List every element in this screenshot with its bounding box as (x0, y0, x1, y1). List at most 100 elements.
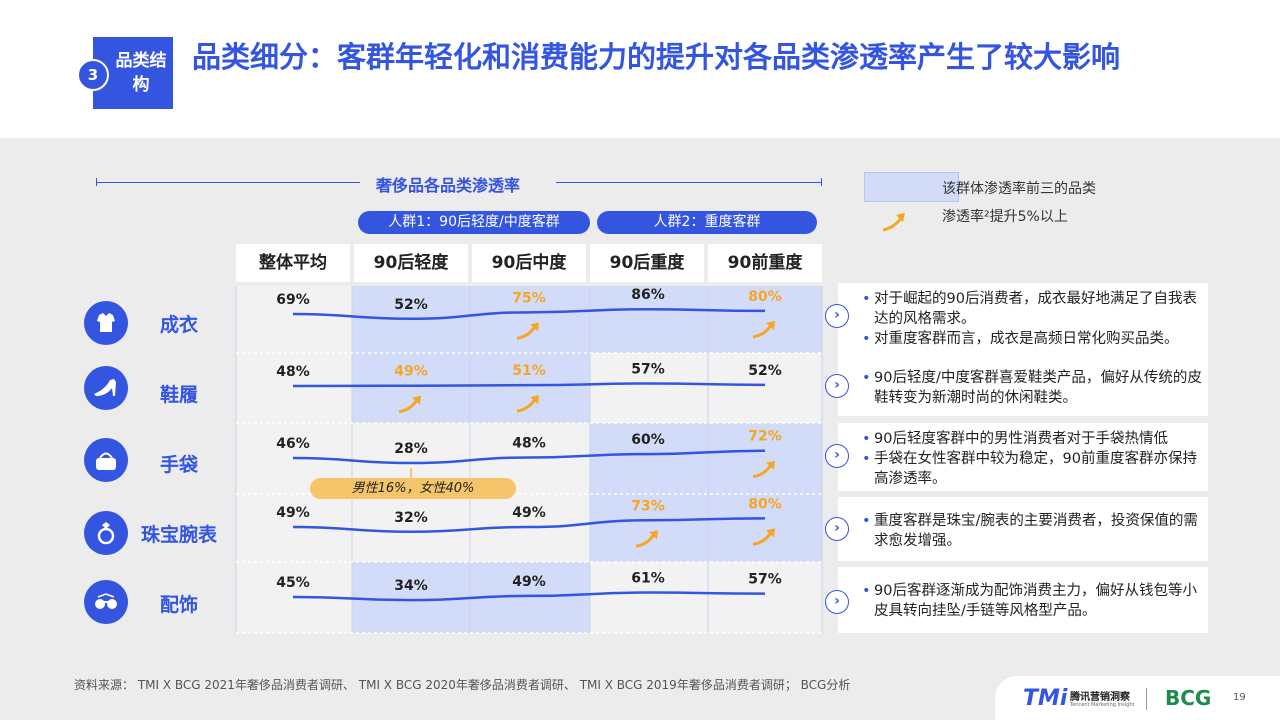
data-label: 57% (631, 361, 665, 377)
series-line-0 (292, 307, 766, 321)
chevron-right-icon: › (825, 374, 849, 398)
top3-highlight-cell (708, 286, 822, 353)
rise-arrow-head (530, 395, 539, 405)
data-label: 48% (276, 364, 310, 380)
group-label-2: 人群2：重度客群 (597, 211, 817, 234)
top3-highlight-cell (708, 494, 822, 562)
column-header-2: 90后中度 (472, 244, 586, 282)
chevron-right-icon: › (825, 517, 849, 541)
data-label: 49% (394, 364, 428, 380)
chevron-right-icon: › (825, 444, 849, 468)
data-label: 28% (394, 441, 428, 457)
note-accessories-line-1: 90后客群逐渐成为配饰消费主力，偏好从钱包等小皮具转向挂坠/手链等风格型产品。 (874, 583, 1197, 619)
note-accessories: • 90后客群逐渐成为配饰消费主力，偏好从钱包等小皮具转向挂坠/手链等风格型产品。 (838, 567, 1208, 633)
tmi-subtitle: Tencent Marketing Insight (1070, 702, 1135, 708)
category-label-jewelry: 珠宝腕表 (140, 524, 217, 546)
data-label: 51% (512, 363, 546, 379)
rise-arrow-icon (752, 531, 773, 546)
page-title: 品类细分：客群年轻化和消费能力的提升对各品类渗透率产生了较大影响 (192, 40, 1121, 74)
header: 品类结构 3 品类细分：客群年轻化和消费能力的提升对各品类渗透率产生了较大影响 (0, 0, 1280, 138)
section-label: 品类结构 (115, 51, 167, 95)
rise-arrow-icon (398, 398, 419, 414)
chevron-right-icon: › (825, 590, 849, 614)
note-clothing: • 对于崛起的90后消费者，成衣最好地满足了自我表达的风格需求。 • 对重度客群而言… (838, 283, 1208, 355)
note-shoes-line-1: 90后轻度/中度客群喜爱鞋类产品，偏好从传统的皮鞋转变为新潮时尚的休闲鞋类。 (874, 370, 1202, 406)
data-label: 80% (748, 496, 782, 512)
rise-arrow-head (530, 322, 539, 332)
data-label: 32% (394, 510, 428, 526)
group-label-1: 人群1：90后轻度/中度客群 (358, 211, 590, 234)
shoe-icon (84, 366, 128, 410)
column-header-3: 90后重度 (590, 244, 704, 282)
rise-arrow-head (649, 530, 658, 540)
data-label: 73% (631, 498, 665, 514)
note-handbag: • 90后轻度客群中的男性消费者对于手袋热情低 • 手袋在女性客群中较为稳定，90前… (838, 423, 1208, 491)
data-label: 86% (631, 287, 665, 303)
legend-arrow-label: 渗透率²提升5%以上 (942, 209, 1068, 225)
rise-arrow-head (412, 395, 421, 405)
logo-separator (1146, 688, 1147, 710)
column-header-1: 90后轻度 (354, 244, 468, 282)
chart-title-tick-right (821, 178, 822, 186)
note-clothing-line-1: 对于崛起的90后消费者，成衣最好地满足了自我表达的风格需求。 (874, 291, 1197, 327)
rise-arrow-icon (516, 398, 537, 413)
data-label: 49% (512, 505, 546, 521)
handbag-icon (84, 438, 128, 482)
section-badge: 品类结构 3 (77, 37, 173, 109)
note-jewelry-line-1: 重度客群是珠宝/腕表的主要消费者，投资保值的需求愈发增强。 (874, 513, 1198, 549)
rise-arrow-icon (752, 463, 773, 479)
top3-highlight-cell (590, 494, 708, 562)
source-note: 资料来源： TMI X BCG 2021年奢侈品消费者调研、 TMI X BCG… (74, 678, 851, 692)
top3-highlight-cell (352, 562, 470, 633)
note-handbag-line-1: 90后轻度客群中的男性消费者对于手袋热情低 (874, 431, 1168, 447)
series-line-2 (292, 449, 766, 465)
data-label: 34% (394, 578, 428, 594)
top3-highlight-cell (590, 423, 708, 494)
note-shoes: • 90后轻度/中度客群喜爱鞋类产品，偏好从传统的皮鞋转变为新潮时尚的休闲鞋类。 (838, 354, 1208, 416)
series-line-4 (292, 591, 766, 602)
legend-top3-swatch (864, 172, 959, 202)
chart-title-rule-right (556, 182, 822, 183)
gender-annotation: 男性16%，女性40% (310, 478, 516, 499)
category-label-accessories: 配饰 (159, 594, 198, 616)
rise-arrow-head (766, 460, 775, 470)
legend-top3-label: 该群体渗透率前三的品类 (942, 181, 1096, 197)
data-label: 49% (512, 574, 546, 590)
page-number: 19 (1233, 692, 1246, 703)
rise-arrow-head (766, 528, 775, 538)
tmi-logo: TMi (1023, 686, 1068, 711)
rise-arrow-icon (635, 533, 656, 548)
data-label: 60% (631, 432, 665, 448)
note-handbag-line-2: 手袋在女性客群中较为稳定，90前重度客群亦保持高渗透率。 (874, 451, 1197, 487)
category-label-clothing: 成衣 (159, 314, 198, 336)
sunglasses-icon (84, 580, 128, 624)
note-jewelry: • 重度客群是珠宝/腕表的主要消费者，投资保值的需求愈发增强。 (838, 497, 1208, 561)
top3-highlight-cell (590, 286, 708, 353)
top3-highlight-cell (352, 353, 470, 423)
data-label: 57% (748, 572, 782, 588)
data-label: 48% (512, 435, 546, 451)
data-label: 75% (512, 290, 546, 306)
rise-arrow-head (766, 320, 775, 330)
data-label: 80% (748, 289, 782, 305)
top3-highlight-cell (470, 286, 590, 353)
column-header-0: 整体平均 (236, 244, 350, 282)
bcg-logo: BCG (1165, 686, 1212, 710)
tmi-name: 腾讯营销洞察 (1070, 692, 1130, 703)
chevron-right-icon: › (825, 304, 849, 328)
top3-highlight-cell (708, 423, 822, 494)
data-label: 45% (276, 575, 310, 591)
rise-arrow-icon (752, 324, 773, 339)
series-line-1 (292, 382, 766, 388)
ring-icon (84, 511, 128, 555)
column-header-4: 90前重度 (708, 244, 822, 282)
chart-title: 奢侈品各品类渗透率 (376, 176, 521, 195)
data-label: 52% (748, 363, 782, 379)
note-clothing-line-2: 对重度客群而言，成衣是高频日常化购买品类。 (874, 331, 1179, 347)
footer-logos: TMi 腾讯营销洞察 Tencent Marketing Insight BCG… (995, 676, 1280, 720)
clothing-icon (84, 301, 128, 345)
section-number: 3 (77, 59, 109, 91)
data-label: 49% (276, 505, 310, 521)
data-label: 69% (276, 292, 310, 308)
